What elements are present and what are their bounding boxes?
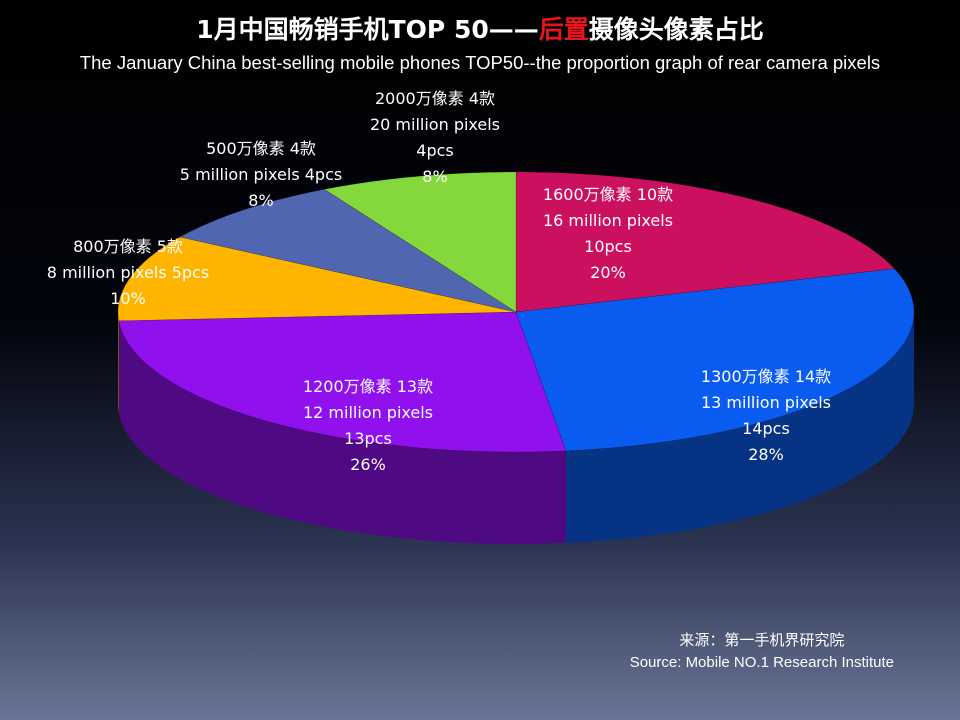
pie-slice-3 (117, 236, 517, 322)
pie-slice-5 (323, 171, 517, 313)
slice-label-en: 5 million pixels 4pcs (179, 165, 343, 184)
slice-label-en: 13 million pixels (700, 393, 832, 412)
chart-title: 1月中国畅销手机TOP 50——后置摄像头像素占比 (0, 10, 960, 46)
source-en: Source: Mobile NO.1 Research Institute (629, 654, 894, 671)
pie-slice-0 (515, 171, 896, 313)
slice-label-cn: 1300万像素 14款 (700, 367, 832, 386)
slice-label-16mp: 1600万像素 10款 16 million pixels 10pcs 20% (543, 182, 673, 286)
slice-label-count: 13pcs (344, 429, 392, 448)
slice-label-cn: 800万像素 5款 (73, 237, 183, 256)
slice-label-en: 8 million pixels 5pcs (46, 263, 210, 282)
slice-label-pct: 8% (422, 167, 448, 186)
slice-label-en: 16 million pixels (542, 211, 674, 230)
slice-label-cn: 500万像素 4款 (206, 139, 316, 158)
slice-label-13mp: 1300万像素 14款 13 million pixels 14pcs 28% (701, 364, 831, 468)
pie-side-1 (565, 312, 914, 543)
slice-label-cn: 2000万像素 4款 (375, 89, 495, 108)
title-part2: 摄像头像素占比 (588, 15, 764, 44)
slice-label-pct: 26% (350, 455, 386, 474)
pie-side-3 (118, 312, 119, 413)
slice-label-pct: 28% (748, 445, 784, 464)
pie-slice-4 (179, 188, 517, 313)
slice-label-12mp: 1200万像素 13款 12 million pixels 13pcs 26% (303, 374, 433, 478)
slice-label-en: 12 million pixels (302, 403, 434, 422)
slice-label-cn: 1600万像素 10款 (542, 185, 674, 204)
title-part1: 1月中国畅销手机TOP 50—— (196, 15, 539, 44)
slice-label-pct: 20% (590, 263, 626, 282)
slice-label-en: 20 million pixels (369, 115, 501, 134)
pie-slices (117, 171, 915, 453)
slice-label-5mp: 500万像素 4款 5 million pixels 4pcs 8% (180, 136, 342, 214)
pie-side-walls (118, 312, 914, 544)
slice-label-8mp: 800万像素 5款 8 million pixels 5pcs 10% (47, 234, 209, 312)
slice-label-pct: 10% (110, 289, 146, 308)
source-cn: 来源：第一手机界研究院 (679, 632, 845, 649)
title-highlight: 后置 (538, 15, 589, 44)
slice-label-20mp: 2000万像素 4款 20 million pixels 4pcs 8% (370, 86, 500, 190)
slice-label-count: 14pcs (742, 419, 790, 438)
pie-slice-1 (515, 268, 915, 452)
slice-label-count: 4pcs (416, 141, 454, 160)
pie-side-2 (118, 320, 566, 544)
slice-label-count: 10pcs (584, 237, 632, 256)
pie-slice-2 (118, 311, 567, 453)
source-note: 来源：第一手机界研究院 Source: Mobile NO.1 Research… (630, 630, 894, 674)
slice-label-cn: 1200万像素 13款 (302, 377, 434, 396)
slice-label-pct: 8% (248, 191, 274, 210)
chart-subtitle: The January China best-selling mobile ph… (79, 52, 881, 73)
